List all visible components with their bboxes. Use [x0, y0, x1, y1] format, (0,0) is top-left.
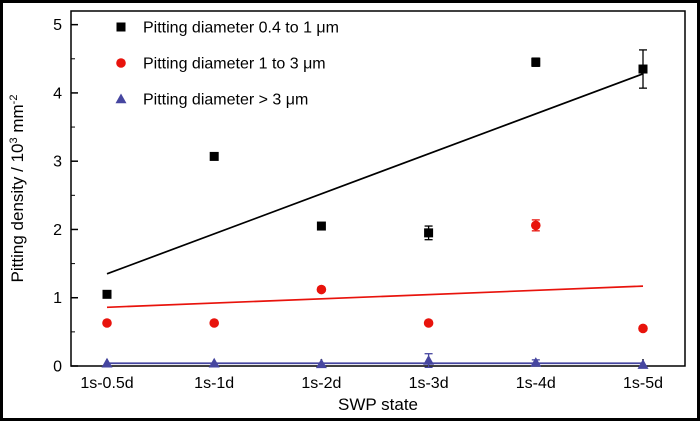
triangle-marker [530, 357, 542, 367]
y-tick-label: 5 [53, 17, 62, 34]
triangle-marker [423, 355, 435, 365]
chart-canvas: 0 1 2 3 4 5 1s-0.5d 1s-1d 1s-2d 1s-3d 1s-4d 1s-5d SW… [8, 10, 686, 414]
trend-line [106, 73, 644, 275]
legend-label: Pitting diameter > 3 μm [143, 92, 308, 109]
square-marker [316, 221, 326, 231]
triangle-marker [315, 358, 327, 369]
y-tick-label: 0 [53, 359, 62, 376]
y-tick-label: 2 [53, 222, 62, 239]
circle-marker [531, 220, 541, 231]
plot-frame [70, 10, 686, 367]
x-tick-label: 1s-5d [623, 375, 663, 392]
x-tick-label: 1s-1d [194, 375, 234, 392]
triangle-marker [101, 357, 113, 368]
circle-marker [116, 58, 126, 68]
square-marker [102, 289, 112, 299]
legend: Pitting diameter 0.4 to 1 μm Pitting diam… [115, 20, 339, 109]
series-triangle [101, 353, 649, 369]
x-tick-label: 1s-4d [516, 375, 556, 392]
triangle-marker [115, 93, 127, 104]
y-axis-title: Pitting density / 103 mm-2 [8, 95, 27, 283]
y-axis: 0 1 2 3 4 5 [53, 17, 78, 376]
series-square [102, 49, 648, 299]
triangle-marker [208, 357, 220, 368]
circle-marker [638, 323, 648, 334]
triangle-marker [637, 359, 649, 369]
square-marker [531, 57, 541, 67]
trend-line [106, 285, 644, 309]
square-marker [638, 64, 648, 74]
legend-label: Pitting diameter 0.4 to 1 μm [143, 20, 339, 37]
x-axis-title: SWP state [338, 395, 418, 414]
y-tick-label: 1 [53, 290, 62, 307]
square-marker [116, 22, 126, 32]
series-circle [102, 219, 648, 334]
square-marker [209, 151, 219, 161]
y-tick-label: 4 [53, 85, 62, 102]
y-tick-label: 3 [53, 154, 62, 171]
x-tick-label: 1s-0.5d [80, 375, 133, 392]
legend-label: Pitting diameter 1 to 3 μm [143, 56, 326, 73]
circle-marker [423, 318, 434, 328]
circle-marker [102, 318, 112, 328]
square-marker [424, 228, 434, 238]
x-tick-label: 1s-3d [409, 375, 449, 392]
circle-marker [316, 284, 327, 295]
circle-marker [209, 318, 219, 328]
x-tick-label: 1s-2d [301, 375, 341, 392]
